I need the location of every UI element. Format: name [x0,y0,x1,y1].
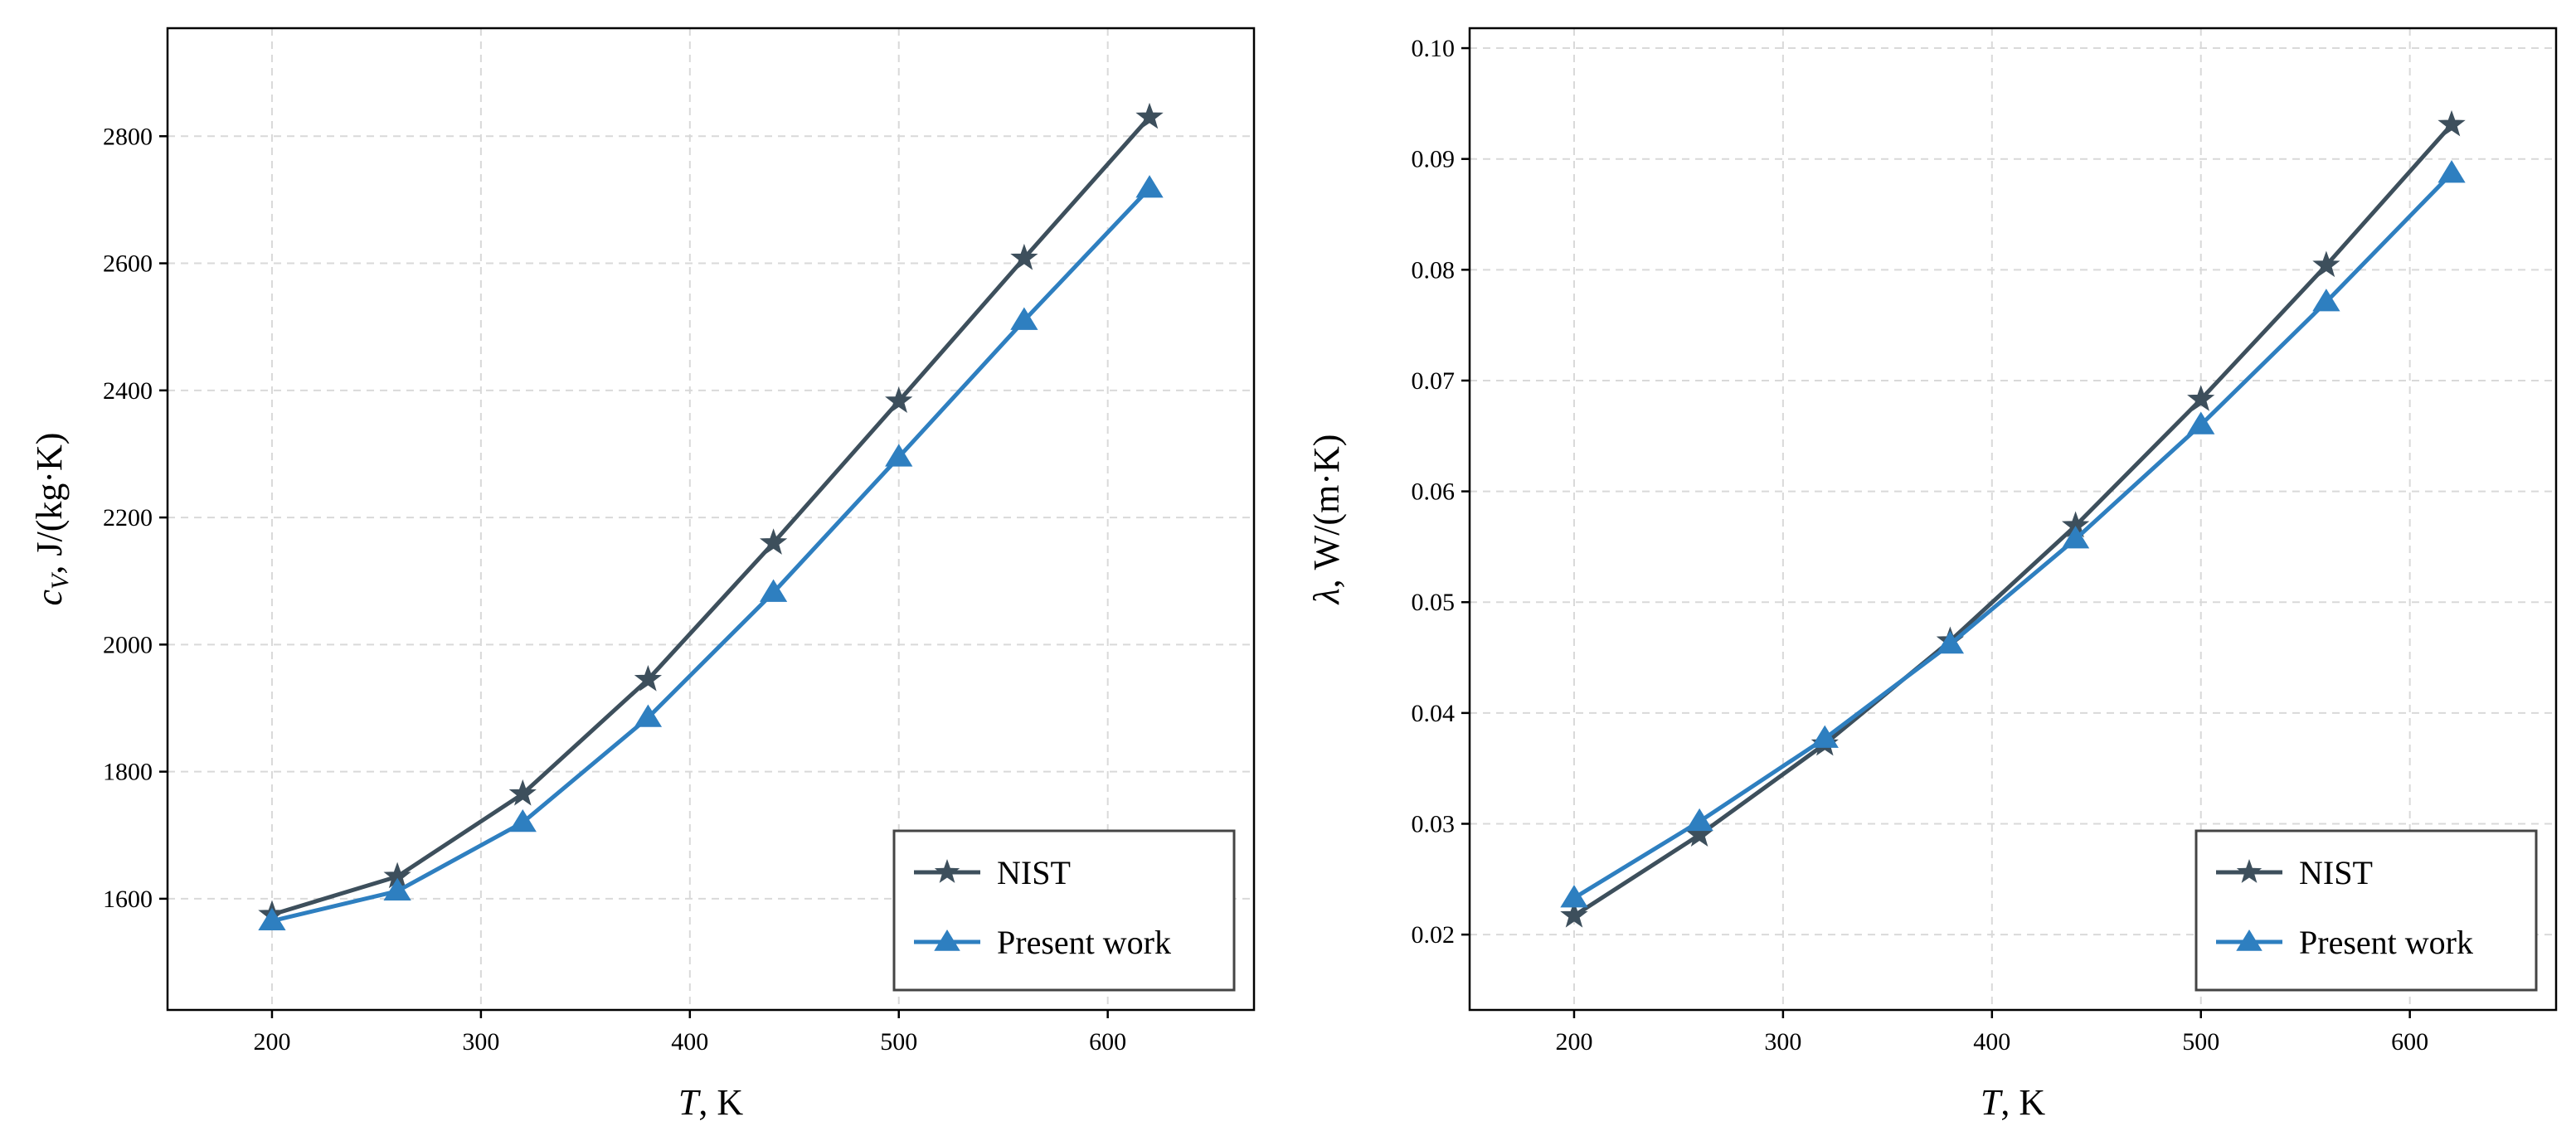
data-point-present-work [2187,411,2215,434]
x-axis-label-unit: , K [2000,1082,2045,1123]
series-line-present-work [1572,172,2453,900]
series-line-nist [271,115,1151,917]
chart-cv: 200 300 400 500 600 1600 1800 2000 2200 2400 2600 2… [29,27,1256,1123]
x-tick-label: 300 [1764,1028,1801,1056]
data-point-present-work [2061,526,2090,549]
legend: NIST Present work [2194,829,2538,992]
y-tick-label: 0.04 [1412,700,1456,727]
data-point-present-work [1810,725,1839,748]
y-axis-label: λ, W/(m·K) [1306,434,1347,606]
y-tick-label: 1800 [103,759,153,786]
legend-frame [2194,829,2538,992]
y-axis-label: cV, J/(kg·K) [29,433,74,606]
series-line-present-work [271,187,1151,924]
x-tick-label: 400 [1973,1028,2010,1056]
legend-label-present-work: Present work [997,924,1171,961]
legend-label-present-work: Present work [2299,924,2473,961]
y-axis-label-symbol: λ [1306,588,1347,605]
data-point-present-work [2437,160,2466,183]
legend: NIST Present work [892,829,1236,992]
data-point-nist [1010,243,1038,270]
x-tick-label: 600 [1089,1028,1126,1056]
x-axis-label-unit: , K [698,1082,743,1123]
y-tick-label: 0.10 [1412,35,1456,62]
plot-frame [166,27,1256,1012]
x-tick-label: 200 [1555,1028,1592,1056]
x-tick-label: 500 [880,1028,917,1056]
data-point-nist [2437,109,2466,137]
data-point-nist [2312,250,2340,278]
legend-marker-present-work [2236,930,2263,951]
y-tick-label: 2400 [103,377,153,405]
x-tick-label: 200 [253,1028,290,1056]
y-tick-label: 0.02 [1412,921,1456,949]
x-tick-label: 300 [462,1028,499,1056]
data-point-present-work [2312,289,2340,312]
y-tick-label: 1600 [103,886,153,913]
data-point-present-work [383,877,411,900]
x-axis-label: T, K [1981,1082,2045,1123]
y-tick-label: 0.09 [1412,146,1456,173]
y-tick-label: 2600 [103,250,153,278]
data-point-nist [1135,102,1164,129]
x-tick-label: 600 [2391,1028,2428,1056]
y-tick-label: 0.03 [1412,810,1456,837]
data-point-nist [2187,385,2215,411]
plot-frame [1468,27,2558,1012]
data-point-present-work [759,579,788,602]
y-axis-label-symbol: c [29,589,70,605]
x-axis-label: T, K [678,1082,743,1123]
y-tick-label: 0.07 [1412,367,1456,395]
data-point-present-work [1010,307,1038,330]
legend-label-nist: NIST [997,854,1071,891]
data-point-nist [885,386,913,414]
x-axis-label-symbol: T [678,1082,702,1123]
data-point-present-work [1936,631,1965,654]
x-axis-label-symbol: T [1981,1082,2004,1123]
y-tick-label: 2000 [103,631,153,658]
data-point-present-work [1685,808,1713,832]
y-tick-label: 2200 [103,504,153,532]
data-point-present-work [885,444,913,467]
legend-marker-nist [934,859,960,883]
y-tick-label: 0.05 [1412,589,1456,616]
y-axis-label-unit: , W/(m·K) [1306,434,1347,589]
x-tick-label: 400 [671,1028,708,1056]
y-tick-label: 2800 [103,123,153,150]
y-axis-label-subscript: V [46,571,74,590]
legend-marker-present-work [934,930,960,951]
x-tick-label: 500 [2182,1028,2219,1056]
data-point-present-work [1135,175,1164,198]
legend-label-nist: NIST [2299,854,2373,891]
y-tick-label: 0.06 [1412,478,1456,506]
chart-lambda: 200 300 400 500 600 0.02 0.03 0.04 0.05 0.06 0.07 0… [1306,27,2558,1123]
legend-frame [892,829,1236,992]
series-line-nist [1572,123,2453,918]
data-point-nist [759,528,788,555]
legend-marker-nist [2236,859,2263,883]
data-point-present-work [258,907,286,931]
data-point-nist [508,779,537,806]
y-axis-label-unit: , J/(kg·K) [29,433,70,575]
data-point-present-work [1560,885,1588,908]
data-point-present-work [508,808,537,832]
data-point-nist [1560,900,1588,928]
data-point-nist [634,665,663,692]
data-point-present-work [634,704,663,727]
y-tick-label: 0.08 [1412,256,1456,284]
